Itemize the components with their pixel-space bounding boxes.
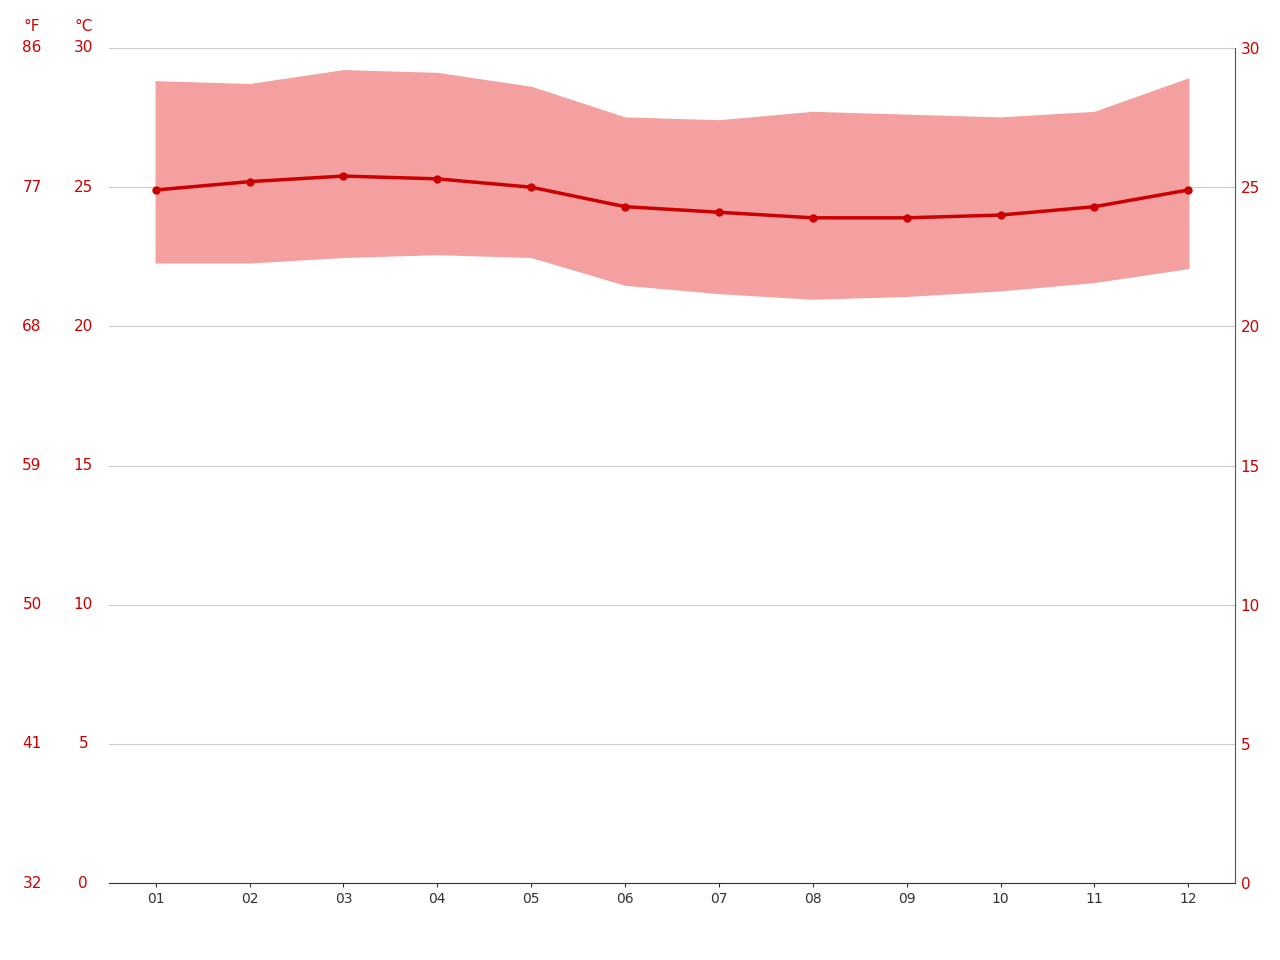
Text: 41: 41 [22, 736, 42, 752]
Text: 50: 50 [22, 597, 42, 612]
Text: 30: 30 [73, 40, 93, 56]
Text: 5: 5 [78, 736, 88, 752]
Text: 68: 68 [22, 319, 42, 334]
Text: °C: °C [74, 19, 92, 35]
Text: 10: 10 [73, 597, 93, 612]
Text: °F: °F [24, 19, 40, 35]
Text: 59: 59 [22, 458, 42, 473]
Text: 86: 86 [22, 40, 42, 56]
Text: 15: 15 [73, 458, 93, 473]
Text: 32: 32 [22, 876, 42, 891]
Text: 0: 0 [78, 876, 88, 891]
Text: 20: 20 [73, 319, 93, 334]
Text: 25: 25 [73, 180, 93, 195]
Text: 77: 77 [22, 180, 42, 195]
